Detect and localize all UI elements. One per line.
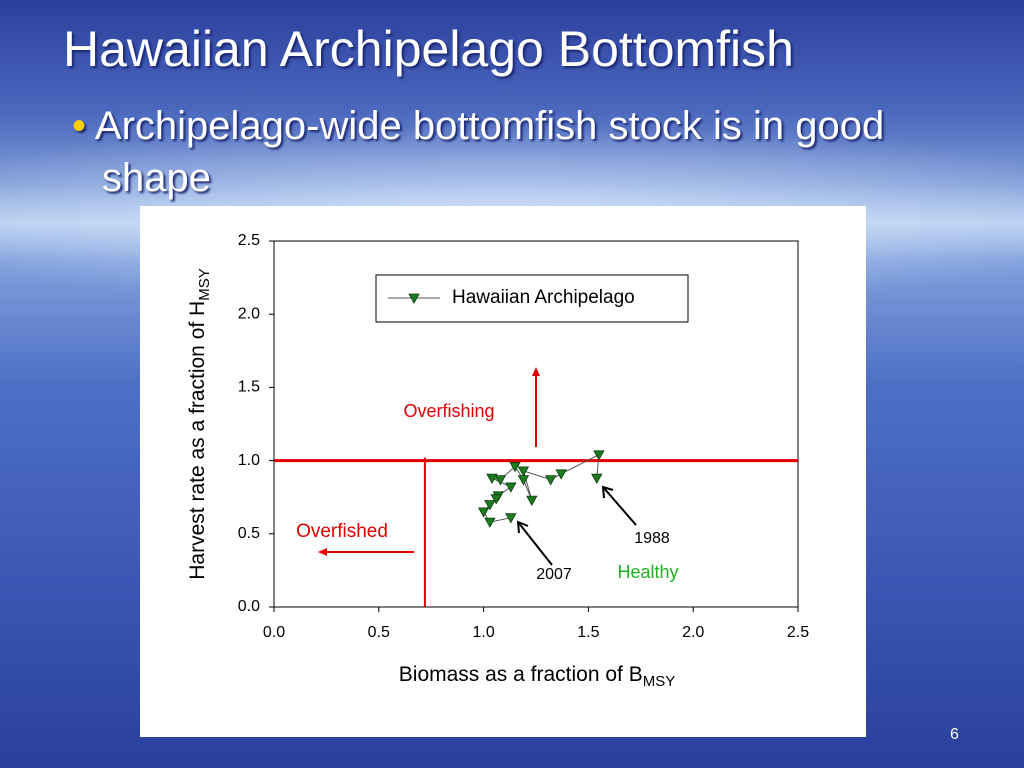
x-tick-label: 2.5	[787, 624, 809, 641]
point	[486, 473, 498, 484]
x-tick-label: 0.5	[368, 624, 390, 641]
legend-marker	[408, 293, 420, 304]
point	[526, 495, 538, 506]
x-tick-label: 1.5	[577, 624, 599, 641]
point	[517, 466, 530, 477]
point	[517, 475, 530, 486]
y-tick-label: 1.5	[238, 379, 260, 396]
y-tick-label: 2.5	[238, 232, 260, 249]
arrow-head	[318, 548, 327, 556]
y-tick-label: 0.5	[238, 525, 260, 542]
point	[544, 475, 557, 486]
arrow-head	[516, 520, 529, 534]
point	[484, 517, 496, 528]
bullet-dot: •	[72, 104, 87, 148]
point	[490, 494, 502, 505]
point	[477, 507, 490, 518]
arrow-head	[532, 367, 540, 376]
point	[505, 513, 517, 524]
annotation: 1988	[634, 530, 670, 547]
slide-title: Hawaiian Archipelago Bottomfish	[63, 21, 794, 77]
bullet: • Archipelago-wide bottomfish stock is i…	[72, 100, 932, 204]
point	[484, 500, 496, 511]
x-axis-label: Biomass as a fraction of BMSY	[399, 663, 675, 690]
y-tick-label: 1.0	[238, 452, 260, 469]
page-number: 6	[950, 726, 959, 743]
annotation: Overfished	[296, 521, 388, 542]
annotation: Healthy	[617, 562, 678, 582]
annotation: 2007	[536, 566, 572, 583]
x-tick-label: 1.0	[472, 624, 494, 641]
x-tick-label: 2.0	[682, 624, 704, 641]
plot-frame	[273, 240, 799, 608]
legend-label: Hawaiian Archipelago	[452, 287, 635, 308]
y-axis-label-text: Harvest rate as a fraction of H	[186, 301, 209, 580]
point	[509, 462, 521, 473]
y-tick-label: 0.0	[238, 598, 260, 615]
y-tick-label: 2.0	[238, 305, 260, 322]
arrows	[318, 367, 637, 566]
x-tick-label: 0.0	[263, 624, 285, 641]
point	[505, 482, 517, 493]
arrow	[602, 486, 637, 526]
point	[494, 475, 507, 486]
annotation: Overfishing	[403, 401, 494, 421]
x-axis-label-text: Biomass as a fraction of B	[399, 663, 643, 686]
bullet-text: Archipelago-wide bottomfish stock is in …	[94, 104, 885, 200]
point	[593, 450, 605, 461]
arrow	[517, 521, 553, 566]
y-axis-label-sub: MSY	[196, 268, 213, 301]
point	[591, 473, 603, 484]
x-axis-label-sub: MSY	[643, 673, 676, 690]
y-axis-label: Harvest rate as a fraction of HMSY	[186, 268, 213, 579]
point	[555, 469, 567, 480]
arrow-head	[601, 485, 614, 499]
